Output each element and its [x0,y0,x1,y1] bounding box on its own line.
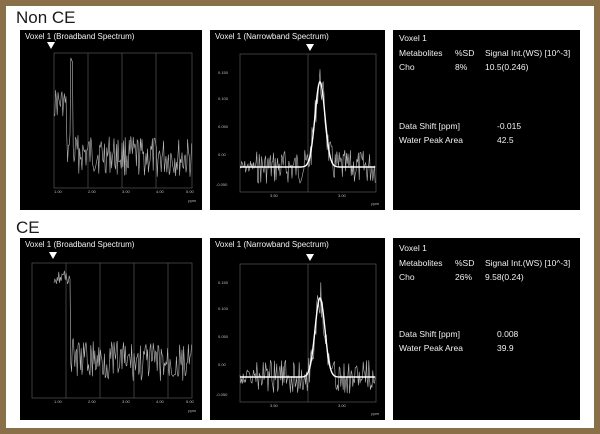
header-metabolites: Metabolites [399,48,443,58]
peak-marker-icon [306,44,314,51]
peak-marker-icon [49,252,57,259]
panel-title: Voxel 1 (Broadband Spectrum) [25,240,135,249]
spectrum-trace [53,270,192,382]
x-tick: 2.00 [88,189,96,194]
narrowband-panel-ce: Voxel 1 (Narrowband Spectrum) 0.150 0.10… [210,238,385,420]
spectrum-trace [239,282,376,394]
section-title-non-ce: Non CE [16,8,76,27]
header-signal: Signal Int.(WS) [10^-3] [485,258,571,268]
x-unit: ppm [371,201,379,206]
y-tick: -0.050 [216,392,228,397]
x-tick: 4.00 [156,399,164,404]
header-sd: %SD [455,258,475,268]
header-signal: Signal Int.(WS) [10^-3] [485,48,571,58]
header-metabolites: Metabolites [399,258,443,268]
fit-curve [240,80,376,168]
fit-curve [240,296,376,378]
x-tick: 4.00 [156,189,164,194]
peak-marker-icon [47,42,55,49]
peak-marker-icon [306,254,314,261]
x-tick: 1.00 [54,399,62,404]
y-tick: 0.100 [218,306,229,311]
data-shift-value: -0.015 [497,121,522,131]
x-tick: 3.50 [270,403,278,408]
grid [31,262,193,399]
metabolite-name: Cho [399,272,415,282]
broadband-plot [53,52,193,189]
water-peak-value: 39.9 [497,343,514,353]
broadband-panel-ce: Voxel 1 (Broadband Spectrum) 1.00 2.00 3… [20,238,202,420]
spectrum-trace [239,69,376,184]
narrowband-panel-non-ce: Voxel 1 (Narrowband Spectrum) 0.150 0.10… [210,30,385,210]
water-peak-label: Water Peak Area [399,135,463,145]
broadband-panel-non-ce: Voxel 1 (Broadband Spectrum) 1.00 2.00 3… [20,30,202,210]
water-peak-value: 42.5 [497,135,514,145]
panel-title: Voxel 1 (Narrowband Spectrum) [215,240,329,249]
header-sd: %SD [455,48,475,58]
y-tick: 0.100 [218,96,229,101]
x-tick: 2.00 [88,399,96,404]
y-tick: 0.050 [218,334,229,339]
x-tick: 5.00 [186,189,194,194]
water-peak-label: Water Peak Area [399,343,463,353]
metabolite-sd: 8% [455,62,468,72]
x-unit: ppm [188,198,196,203]
x-unit: ppm [188,408,196,413]
narrowband-plot [239,53,377,193]
y-tick: 0.150 [218,70,229,75]
data-shift-label: Data Shift [ppm] [399,121,460,131]
metabolite-signal: 9.58(0.24) [485,272,524,282]
broadband-plot [31,262,193,399]
voxel-label: Voxel 1 [399,243,427,253]
x-tick: 1.00 [54,189,62,194]
y-tick: 0.00 [218,362,226,367]
metabolite-signal: 10.5(0.246) [485,62,529,72]
grid [53,52,193,189]
x-tick: 3.00 [338,403,346,408]
x-tick: 3.00 [338,193,346,198]
x-tick: 3.50 [270,193,278,198]
metabolite-name: Cho [399,62,415,72]
y-tick: 0.050 [218,124,229,129]
panel-title: Voxel 1 (Broadband Spectrum) [25,32,135,41]
panel-title: Voxel 1 (Narrowband Spectrum) [215,32,329,41]
data-shift-label: Data Shift [ppm] [399,329,460,339]
x-tick: 3.00 [122,399,130,404]
info-panel-non-ce: Voxel 1 Metabolites %SD Signal Int.(WS) … [393,30,580,210]
x-unit: ppm [371,411,379,416]
data-shift-value: 0.008 [497,329,519,339]
x-tick: 5.00 [186,399,194,404]
info-panel-ce: Voxel 1 Metabolites %SD Signal Int.(WS) … [393,238,580,420]
y-tick: 0.00 [218,152,226,157]
metabolite-sd: 26% [455,272,473,282]
voxel-label: Voxel 1 [399,33,427,43]
y-tick: -0.050 [216,182,228,187]
x-tick: 3.00 [122,189,130,194]
y-tick: 0.150 [218,280,229,285]
section-title-ce: CE [16,218,40,237]
narrowband-plot [239,263,377,403]
spectrum-trace [53,57,192,177]
grid [239,53,377,193]
